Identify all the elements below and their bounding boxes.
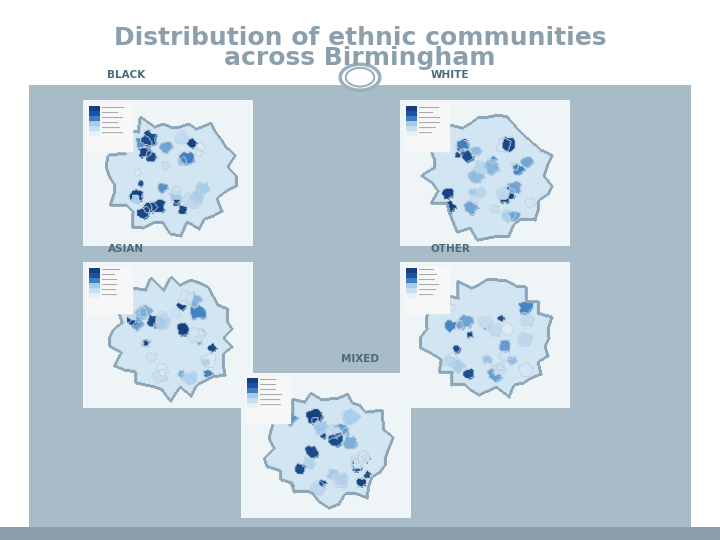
Text: across Birmingham: across Birmingham xyxy=(224,46,496,70)
Text: OTHER: OTHER xyxy=(430,244,470,254)
FancyBboxPatch shape xyxy=(29,84,691,526)
Ellipse shape xyxy=(340,64,380,90)
Text: WHITE: WHITE xyxy=(431,70,469,80)
Text: BLACK: BLACK xyxy=(107,70,145,80)
Text: MIXED: MIXED xyxy=(341,354,379,364)
FancyBboxPatch shape xyxy=(0,526,720,540)
Text: Distribution of ethnic communities: Distribution of ethnic communities xyxy=(114,26,606,50)
Text: ASIAN: ASIAN xyxy=(108,244,144,254)
